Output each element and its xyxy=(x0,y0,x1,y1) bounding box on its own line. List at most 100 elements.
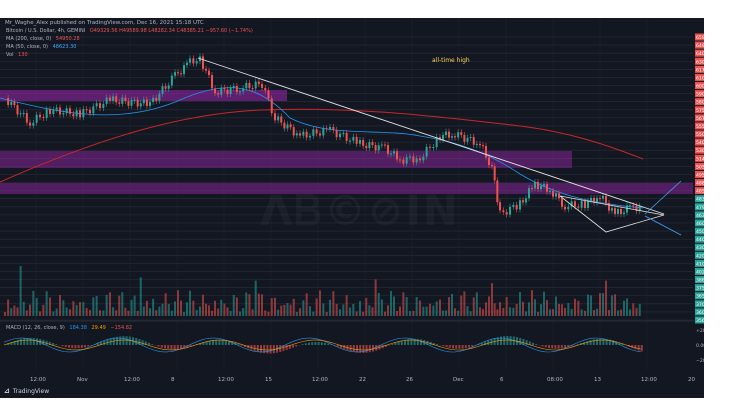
candle xyxy=(496,180,499,203)
price-tick-label: 46311.38 xyxy=(696,213,704,219)
price-tick-label: 45000.00 xyxy=(696,229,704,235)
volume-bar xyxy=(124,307,127,316)
macd-histogram-bar xyxy=(583,342,586,345)
volume-bar xyxy=(596,308,598,316)
volume-bar xyxy=(315,298,318,316)
candle xyxy=(85,109,88,111)
candle xyxy=(105,97,108,104)
macd-histogram-bar xyxy=(407,339,410,345)
price-tick-label: 61000.00 xyxy=(696,75,704,81)
macd-histogram-bar xyxy=(397,341,400,345)
volume-bar xyxy=(295,311,298,316)
macd-histogram-bar xyxy=(586,341,589,345)
macd-histogram-bar xyxy=(260,345,262,353)
candle xyxy=(362,140,365,146)
price-tick-label: 64950.00 xyxy=(696,43,704,49)
volume-bar xyxy=(593,310,595,316)
published-header: Mr_Waghe_Alex published on TradingView.c… xyxy=(5,20,204,26)
macd-histogram-bar xyxy=(282,345,285,352)
time-axis-label: 12:00 xyxy=(124,377,140,383)
volume-bar xyxy=(409,311,411,316)
price-tick-badge xyxy=(695,154,704,162)
candle xyxy=(405,157,408,164)
volume-bar xyxy=(130,299,133,316)
macd-histogram-bar xyxy=(522,339,525,345)
candle xyxy=(92,106,95,114)
volume-bar xyxy=(309,306,311,316)
symbol-legend[interactable]: Bitcoin / U.S. Dollar, 4h, GEMINI O49329… xyxy=(6,28,253,34)
ma50-legend[interactable]: MA (50, close, 0) 48623.30 xyxy=(6,44,76,50)
price-tick-badge xyxy=(695,276,704,284)
candle xyxy=(374,145,377,151)
candle xyxy=(555,193,557,197)
macd-histogram-bar xyxy=(461,345,464,349)
volume-bar xyxy=(226,307,229,316)
macd-histogram-bar xyxy=(612,340,614,345)
candle xyxy=(158,93,161,101)
candle xyxy=(445,131,447,136)
macd-value-2: 29.49 xyxy=(91,325,106,331)
ma200-value: 54950.28 xyxy=(55,36,80,42)
volume-bar xyxy=(257,293,260,316)
price-chart[interactable]: all-time high 65900.00 64950.00 64000.00 630… xyxy=(0,18,704,398)
volume-bar xyxy=(405,297,408,316)
time-axis-label: Nov xyxy=(77,377,88,383)
candle xyxy=(429,146,431,148)
volume-bar xyxy=(267,311,270,316)
price-tick-badge xyxy=(695,122,704,130)
candle xyxy=(599,198,601,200)
macd-histogram-bar xyxy=(55,344,58,345)
watermark-logo: ΛᏴ©⊘IN xyxy=(260,186,460,236)
macd-histogram-bar xyxy=(525,340,528,345)
tradingview-logo-icon: ⊿ xyxy=(4,387,10,395)
tradingview-brand[interactable]: ⊿ TradingView xyxy=(4,387,49,395)
volume-bar xyxy=(92,297,95,316)
macd-histogram-bar xyxy=(13,341,16,345)
macd-histogram-bar xyxy=(548,345,550,349)
volume-bar xyxy=(567,303,570,316)
price-tick-badge xyxy=(695,316,704,324)
candle xyxy=(319,133,321,136)
macd-histogram-bar xyxy=(368,345,371,353)
volume-bar xyxy=(4,312,6,316)
volume-bar xyxy=(292,298,295,316)
candle xyxy=(425,146,428,157)
volume-bar xyxy=(432,305,435,316)
macd-histogram-bar xyxy=(96,343,99,345)
candle xyxy=(399,159,401,161)
price-tick-label: 63000.00 xyxy=(696,59,704,65)
time-axis-label: 08:00 xyxy=(547,377,563,383)
macd-legend[interactable]: MACD (12, 26, close, 9) 184.38 29.49 −15… xyxy=(6,325,132,331)
candle xyxy=(49,109,51,114)
candle xyxy=(635,205,638,211)
volume-bar xyxy=(302,300,305,316)
ma50-value: 48623.30 xyxy=(52,44,77,50)
macd-histogram-bar xyxy=(423,340,426,345)
candle xyxy=(466,137,469,142)
price-tick-badge xyxy=(695,203,704,211)
volume-bar xyxy=(349,307,351,316)
volume-bar xyxy=(29,304,31,316)
volume-bar xyxy=(519,292,521,316)
candle xyxy=(570,201,573,207)
candle xyxy=(460,132,463,136)
price-tick-badge xyxy=(695,211,704,219)
price-tick-label: 53000.00 xyxy=(696,148,704,154)
volume-bar xyxy=(49,297,51,316)
price-tick-badge xyxy=(695,170,704,178)
price-tick-label: 48550.00 xyxy=(696,189,704,195)
volume-bar xyxy=(186,302,188,316)
ma200-legend[interactable]: MA (200, close, 0) 54950.28 xyxy=(6,36,80,42)
macd-histogram-bar xyxy=(356,345,358,353)
volume-bar xyxy=(251,309,254,316)
price-tick-label: 36000.00 xyxy=(696,310,704,316)
candle xyxy=(142,99,145,104)
candle xyxy=(519,200,521,210)
candle xyxy=(186,62,188,66)
candle xyxy=(564,206,566,210)
volume-bar xyxy=(264,310,267,316)
macd-histogram-bar xyxy=(308,342,310,345)
candle xyxy=(177,72,179,74)
vol-legend[interactable]: Vol 130 xyxy=(6,52,28,58)
macd-histogram-bar xyxy=(343,345,346,350)
